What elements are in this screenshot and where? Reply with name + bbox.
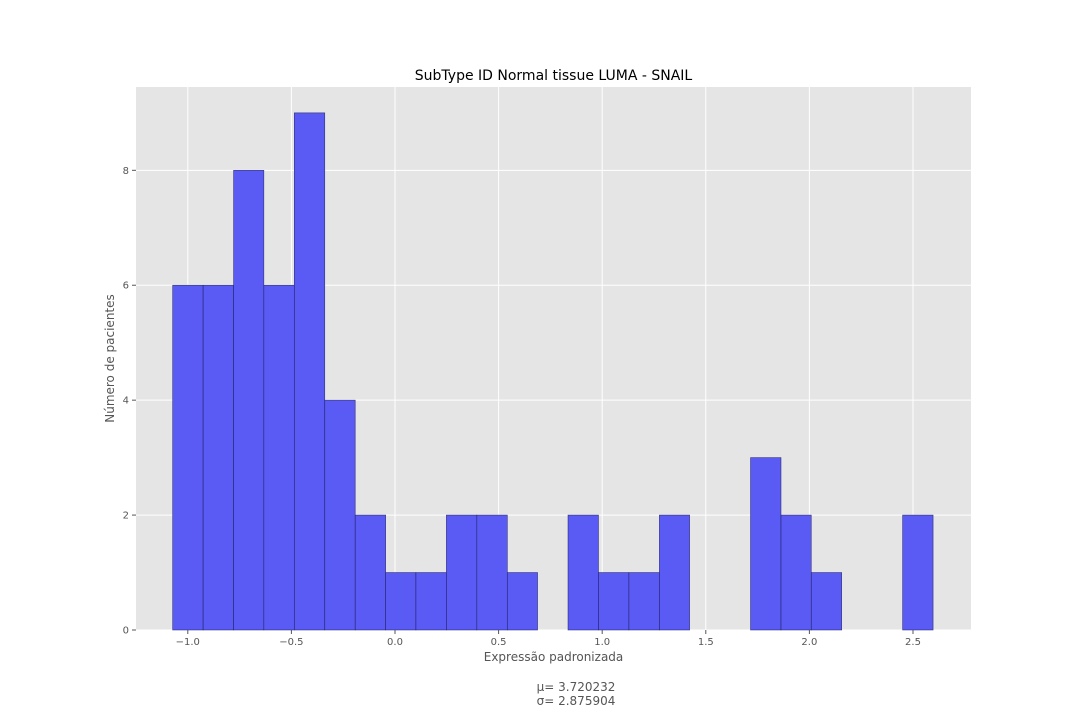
histogram-bar — [598, 572, 630, 631]
x-tick-label: 2.0 — [801, 637, 817, 648]
histogram-bar — [172, 284, 204, 631]
histogram-bar — [810, 572, 843, 631]
histogram-bar — [446, 514, 478, 631]
y-tick-label: 8 — [123, 166, 129, 177]
y-axis-label: Número de pacientes — [103, 294, 117, 423]
x-axis-label: Expressão padronizada — [484, 650, 624, 664]
x-tick-label: 2.5 — [905, 637, 921, 648]
y-tick-label: 6 — [123, 281, 129, 292]
histogram-bar — [354, 514, 386, 631]
histogram-bar — [659, 514, 690, 631]
x-tick-label: −1.0 — [176, 637, 200, 648]
histogram-bar — [293, 112, 326, 631]
histogram-bar — [415, 572, 447, 631]
axis-ticks: −1.0 −0.5 0.0 0.5 1.0 1.5 2.0 2.5 0 2 4 6 8 — [123, 166, 921, 648]
histogram-bar — [476, 514, 508, 631]
stats-annotation: μ= 3.720232 σ= 2.875904 — [0, 680, 1080, 708]
y-tick-label: 0 — [123, 626, 129, 637]
histogram-bar — [780, 514, 812, 631]
y-tick-label: 4 — [123, 396, 129, 407]
histogram-bar — [202, 284, 234, 631]
histogram-bar — [263, 284, 295, 631]
histogram-bar — [628, 572, 660, 631]
std-stat: σ= 2.875904 — [536, 694, 616, 708]
x-tick-label: −0.5 — [279, 637, 303, 648]
x-tick-label: 1.5 — [698, 637, 714, 648]
mean-stat: μ= 3.720232 — [536, 680, 616, 694]
histogram-bar — [567, 514, 599, 631]
y-tick-label: 2 — [123, 511, 129, 522]
histogram-bars — [172, 112, 934, 631]
histogram-bar — [902, 514, 934, 631]
chart-title: SubType ID Normal tissue LUMA - SNAIL — [415, 68, 693, 84]
x-tick-label: 0.5 — [491, 637, 507, 648]
histogram-bar — [750, 457, 782, 631]
histogram-bar — [324, 399, 356, 631]
x-tick-label: 1.0 — [594, 637, 610, 648]
histogram-bar — [506, 572, 538, 631]
histogram-bar — [385, 572, 417, 631]
histogram-bar — [233, 170, 265, 631]
x-tick-label: 0.0 — [387, 637, 403, 648]
